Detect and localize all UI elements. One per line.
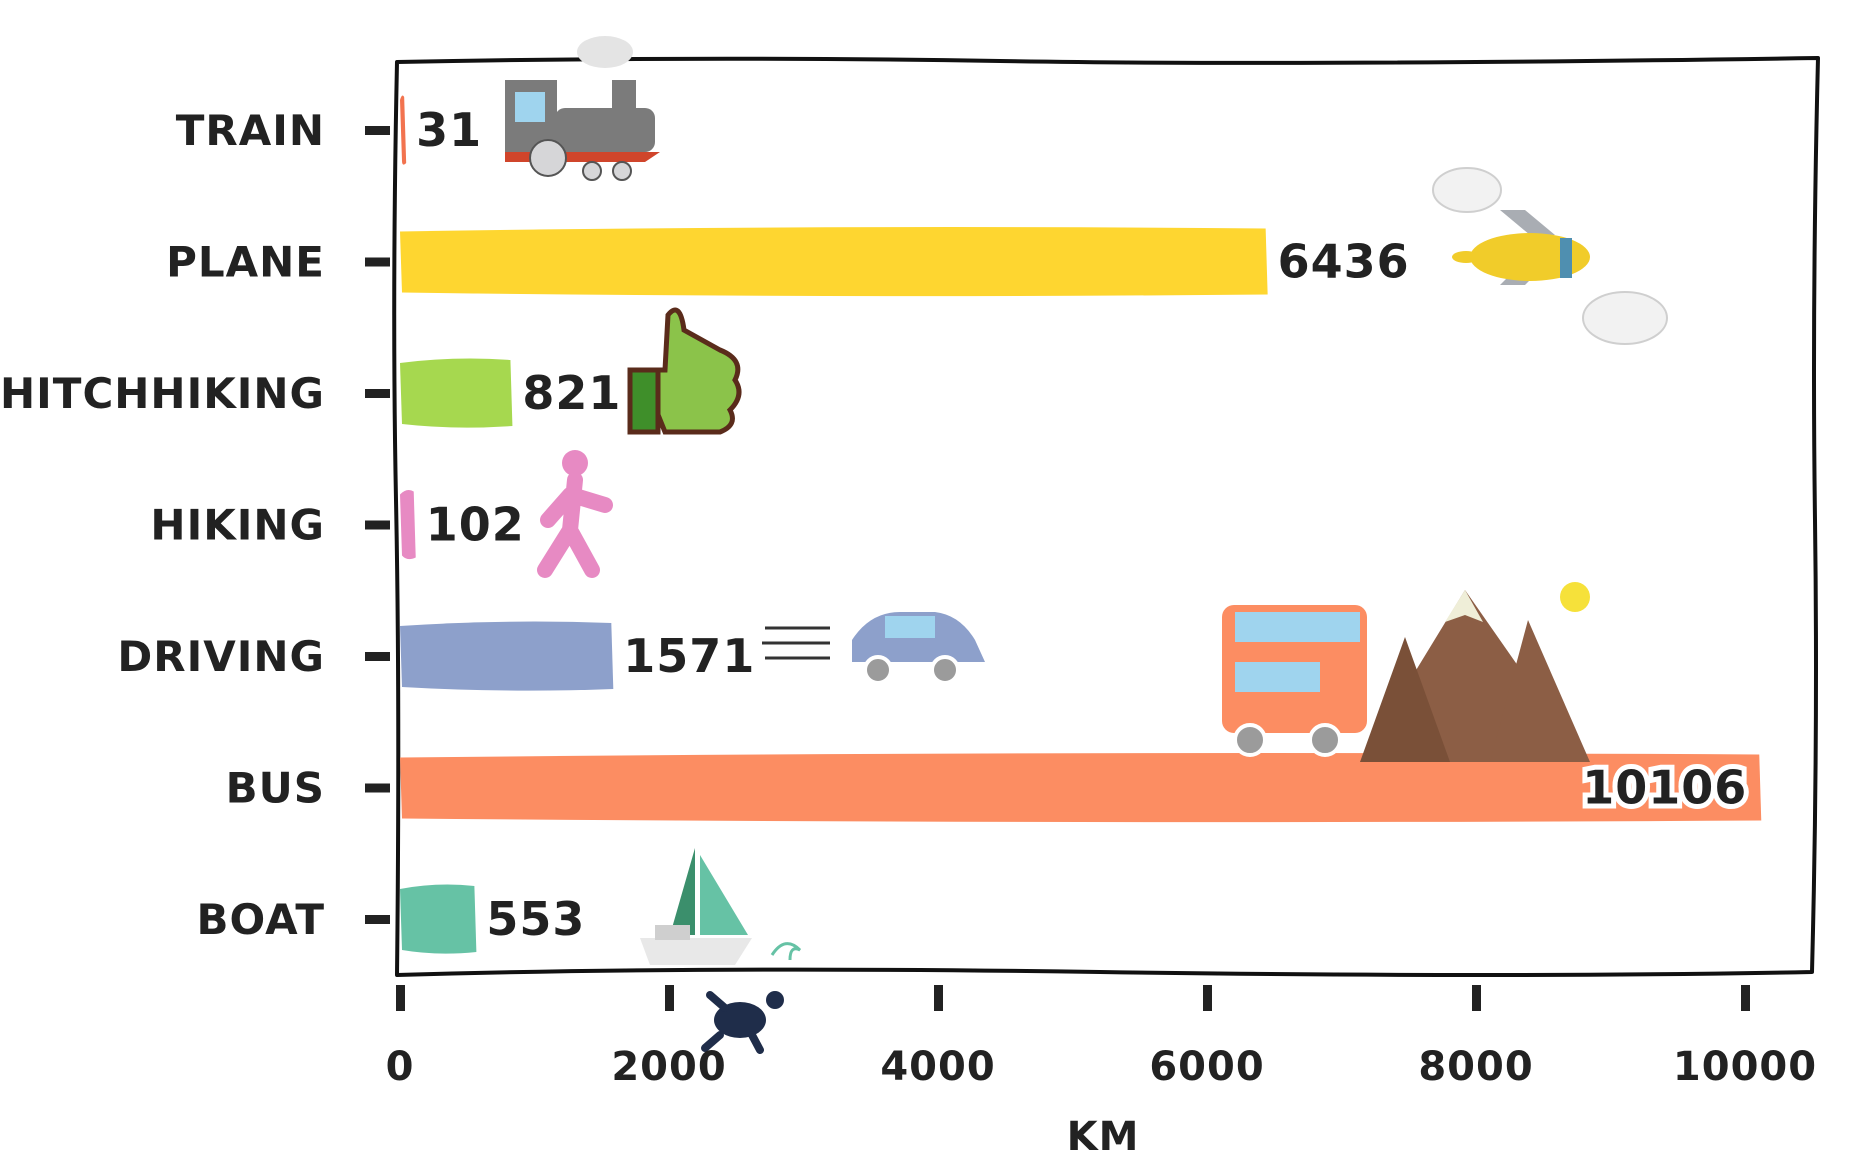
bar-train — [400, 95, 407, 165]
value-label-bus: 10106 — [1582, 761, 1747, 815]
value-label-train: 31 — [416, 103, 482, 157]
value-label-boat: 553 — [486, 892, 585, 946]
x-tick — [1741, 985, 1750, 1011]
x-tick — [934, 985, 943, 1011]
category-label-hitchhiking: HITCHHIKING — [0, 369, 325, 418]
value-label-hiking: 102 — [426, 498, 525, 552]
x-tick — [1472, 985, 1481, 1011]
y-tick — [365, 126, 390, 135]
category-label-hiking: HIKING — [150, 501, 325, 550]
bus-and-mountains-icon — [1222, 582, 1590, 762]
value-label-driving: 1571 — [623, 629, 755, 683]
bar-driving — [400, 621, 614, 691]
x-tick-label: 10000 — [1673, 1044, 1817, 1090]
bar-boat — [400, 884, 477, 954]
bar-hiking — [400, 490, 416, 560]
plot-frame — [392, 56, 1820, 977]
sailboat-icon — [640, 848, 802, 1054]
thumbs-up-icon — [627, 307, 742, 435]
y-tick — [365, 783, 390, 793]
x-tick — [1203, 985, 1212, 1011]
x-tick — [396, 985, 405, 1011]
category-label-train: TRAIN — [176, 106, 325, 155]
x-tick-label: 2000 — [611, 1044, 726, 1090]
y-tick — [365, 915, 390, 924]
bar-hitchhiking — [400, 358, 513, 428]
value-label-plane: 6436 — [1278, 235, 1410, 289]
y-tick — [365, 520, 390, 530]
x-tick-label: 8000 — [1418, 1044, 1533, 1090]
x-tick — [665, 985, 674, 1011]
y-tick — [365, 652, 390, 661]
bar-bus — [400, 753, 1762, 823]
x-axis-label: KM — [1067, 1114, 1140, 1160]
category-label-plane: PLANE — [166, 238, 325, 287]
category-label-boat: BOAT — [197, 895, 325, 944]
plane-icon — [1432, 167, 1668, 345]
x-tick-label: 0 — [386, 1044, 415, 1090]
bar-plane — [400, 227, 1268, 297]
x-tick-label: 6000 — [1149, 1044, 1264, 1090]
value-label-hitchhiking: 821 — [522, 366, 621, 420]
car-icon — [762, 612, 985, 685]
train-icon — [505, 36, 660, 181]
y-tick — [365, 389, 390, 398]
walking-person-icon — [537, 450, 613, 578]
x-tick-label: 4000 — [880, 1044, 995, 1090]
y-tick — [365, 257, 390, 267]
category-label-driving: DRIVING — [117, 632, 325, 681]
category-label-bus: BUS — [226, 764, 325, 813]
